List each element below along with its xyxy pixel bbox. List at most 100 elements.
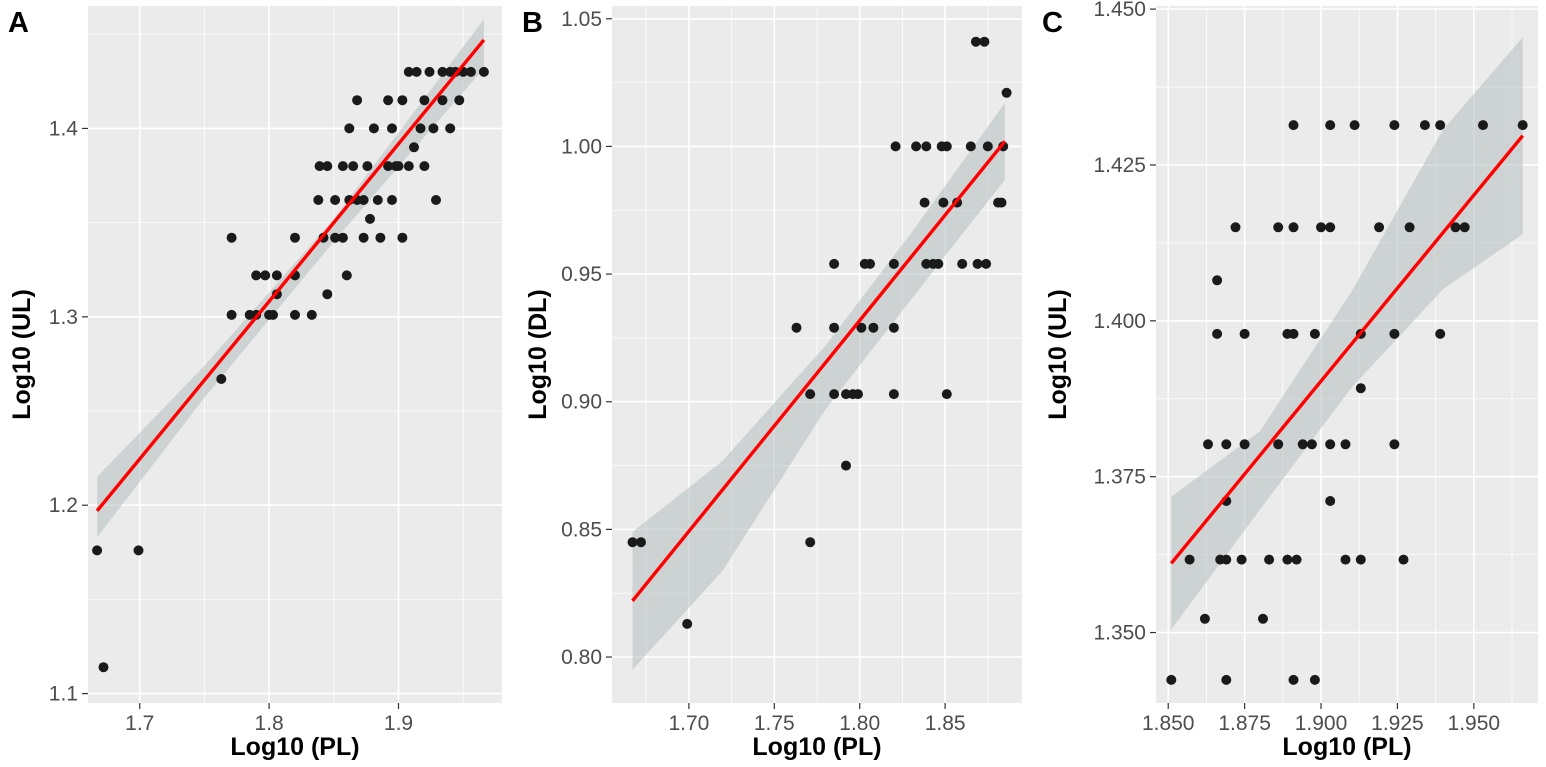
- panel-b-data-point: [829, 258, 840, 269]
- panel-c-regression-line: [1169, 134, 1525, 565]
- panel-a-y-tick-label: 1.3: [49, 306, 78, 329]
- panel-a-data-point: [375, 232, 386, 243]
- panel-b-data-point: [805, 537, 816, 548]
- panel-a-data-point: [314, 161, 325, 172]
- panel-a-y-axis-title: Log10 (UL): [8, 289, 36, 420]
- panel-c-y-tick-label: 1.425: [1093, 154, 1146, 177]
- panel-a-data-point: [358, 232, 369, 243]
- panel-b-y-axis-title: Log10 (DL): [524, 289, 552, 420]
- panel-a-data-point: [428, 123, 439, 134]
- panel-b-y-tick-label: 1.05: [561, 8, 602, 31]
- panel-b-data-point: [965, 141, 976, 152]
- panel-a-data-point: [387, 195, 397, 205]
- panel-a-data-point: [387, 123, 397, 134]
- panel-b-data-point: [888, 258, 899, 269]
- panel-a-data-point: [290, 232, 300, 243]
- panel-a-regression-line: [95, 38, 486, 512]
- panel-b-data-point: [856, 322, 867, 333]
- panel-c-x-tick-label: 1.950: [1448, 712, 1501, 735]
- panel-b-x-tick-label: 1.85: [925, 712, 966, 735]
- panel-b-data-point: [921, 258, 932, 269]
- panel-a: 1.7 1.8 1.9 1.1 1.2 1.3 1.4 Log10 (PL) Log10 (UL…: [8, 6, 502, 761]
- panel-c-x-tick-label: 1.925: [1371, 712, 1424, 735]
- panel-c-data-point: [1230, 222, 1241, 233]
- panel-a-data-point: [445, 123, 456, 134]
- panel-a-x-tick-label: 1.7: [125, 712, 154, 735]
- panel-c-data-point: [1297, 439, 1308, 450]
- panel-b-data-point: [938, 197, 949, 208]
- panel-b-y-tick-label: 0.95: [561, 263, 602, 286]
- panel-b-data-point: [996, 197, 1007, 208]
- panel-a-data-point: [372, 195, 383, 205]
- panel-c-confidence-band: [1171, 37, 1523, 630]
- panel-c-x-axis-title: Log10 (PL): [1282, 733, 1411, 761]
- panel-b-data-point: [829, 389, 840, 400]
- panel-a-tag: A: [8, 7, 29, 39]
- panel-a-data-point: [419, 95, 430, 106]
- panel-b-data-point: [682, 618, 693, 629]
- panel-b-data-point: [941, 389, 952, 400]
- panel-a-data-point: [383, 95, 394, 106]
- panel-b-data-point: [865, 258, 875, 269]
- panel-c-data-point: [1419, 120, 1430, 131]
- panel-b-regression-line: [631, 140, 1007, 602]
- panel-a-x-tick-label: 1.9: [384, 712, 413, 735]
- panel-b-data-point: [957, 258, 968, 269]
- panel-a-data-point: [352, 95, 363, 106]
- panel-b-data-point: [888, 389, 899, 400]
- panel-b-data-point: [853, 389, 863, 400]
- panel-a-data-point: [454, 95, 465, 106]
- panel-c-data-point: [1355, 383, 1366, 394]
- panel-c-y-tick-label: 1.400: [1093, 310, 1146, 333]
- panel-a-data-point: [397, 232, 408, 243]
- panel-a-y-tick-label: 1.4: [49, 117, 79, 140]
- panel-b-data-point: [982, 141, 993, 152]
- panel-c-data-point: [1309, 674, 1320, 685]
- panel-a-data-point: [437, 66, 448, 77]
- panel-c-data-point: [1404, 222, 1415, 233]
- panel-c-data-point: [1340, 439, 1351, 450]
- panel-c-data-point: [1398, 554, 1409, 565]
- panel-b-y-tick-label: 0.90: [561, 391, 602, 414]
- panel-a-data-point: [383, 161, 394, 172]
- panel-c-data-point: [1478, 120, 1488, 131]
- panel-b-confidence-band: [632, 103, 1005, 670]
- panel-c-x-tick-label: 1.875: [1218, 712, 1271, 735]
- panel-a-data-point: [397, 95, 408, 106]
- panel-c-data-point: [1288, 222, 1299, 233]
- panel-a-data-point: [216, 374, 227, 384]
- panel-b-data-point: [1001, 87, 1012, 98]
- panel-a-data-point: [313, 195, 324, 205]
- panel-b-data-point: [972, 258, 983, 269]
- panel-a-data-point: [348, 161, 359, 172]
- panel-a-data-point: [337, 161, 348, 172]
- panel-c-data-point: [1355, 554, 1366, 565]
- panel-a-data-point: [419, 161, 430, 172]
- panel-a-data-point: [98, 662, 109, 673]
- panel-c-x-tick-label: 1.900: [1295, 712, 1348, 735]
- panel-c-x-tick-label: 1.850: [1142, 712, 1195, 735]
- panel-a-data-point: [306, 309, 317, 320]
- panel-c-data-point: [1221, 439, 1232, 450]
- panel-c-data-point: [1340, 554, 1351, 565]
- panel-b-data-point: [933, 258, 944, 269]
- panel-b-x-tick-label: 1.70: [668, 712, 709, 735]
- panel-a-data-point: [403, 66, 414, 77]
- panel-c-data-point: [1389, 439, 1400, 450]
- panel-c-data-point: [1282, 554, 1293, 565]
- panel-b-data-point: [970, 36, 981, 47]
- panel-a-data-point: [362, 161, 373, 172]
- panel-a-data-point: [268, 309, 278, 320]
- panel-c-data-point: [1435, 120, 1446, 131]
- panel-c-data-point: [1389, 120, 1400, 131]
- panel-a-x-axis-title: Log10 (PL): [230, 733, 359, 761]
- panel-c-data-point: [1309, 328, 1320, 339]
- panel-a-data-point: [341, 270, 352, 281]
- panel-b-data-point: [841, 389, 851, 400]
- panel-c-data-point: [1264, 554, 1275, 565]
- panel-a-data-point: [330, 195, 341, 205]
- panel-c-data-point: [1184, 554, 1195, 565]
- panel-c-data-point: [1212, 328, 1223, 339]
- panel-c-data-point: [1288, 120, 1299, 131]
- panel-c-data-point: [1288, 328, 1299, 339]
